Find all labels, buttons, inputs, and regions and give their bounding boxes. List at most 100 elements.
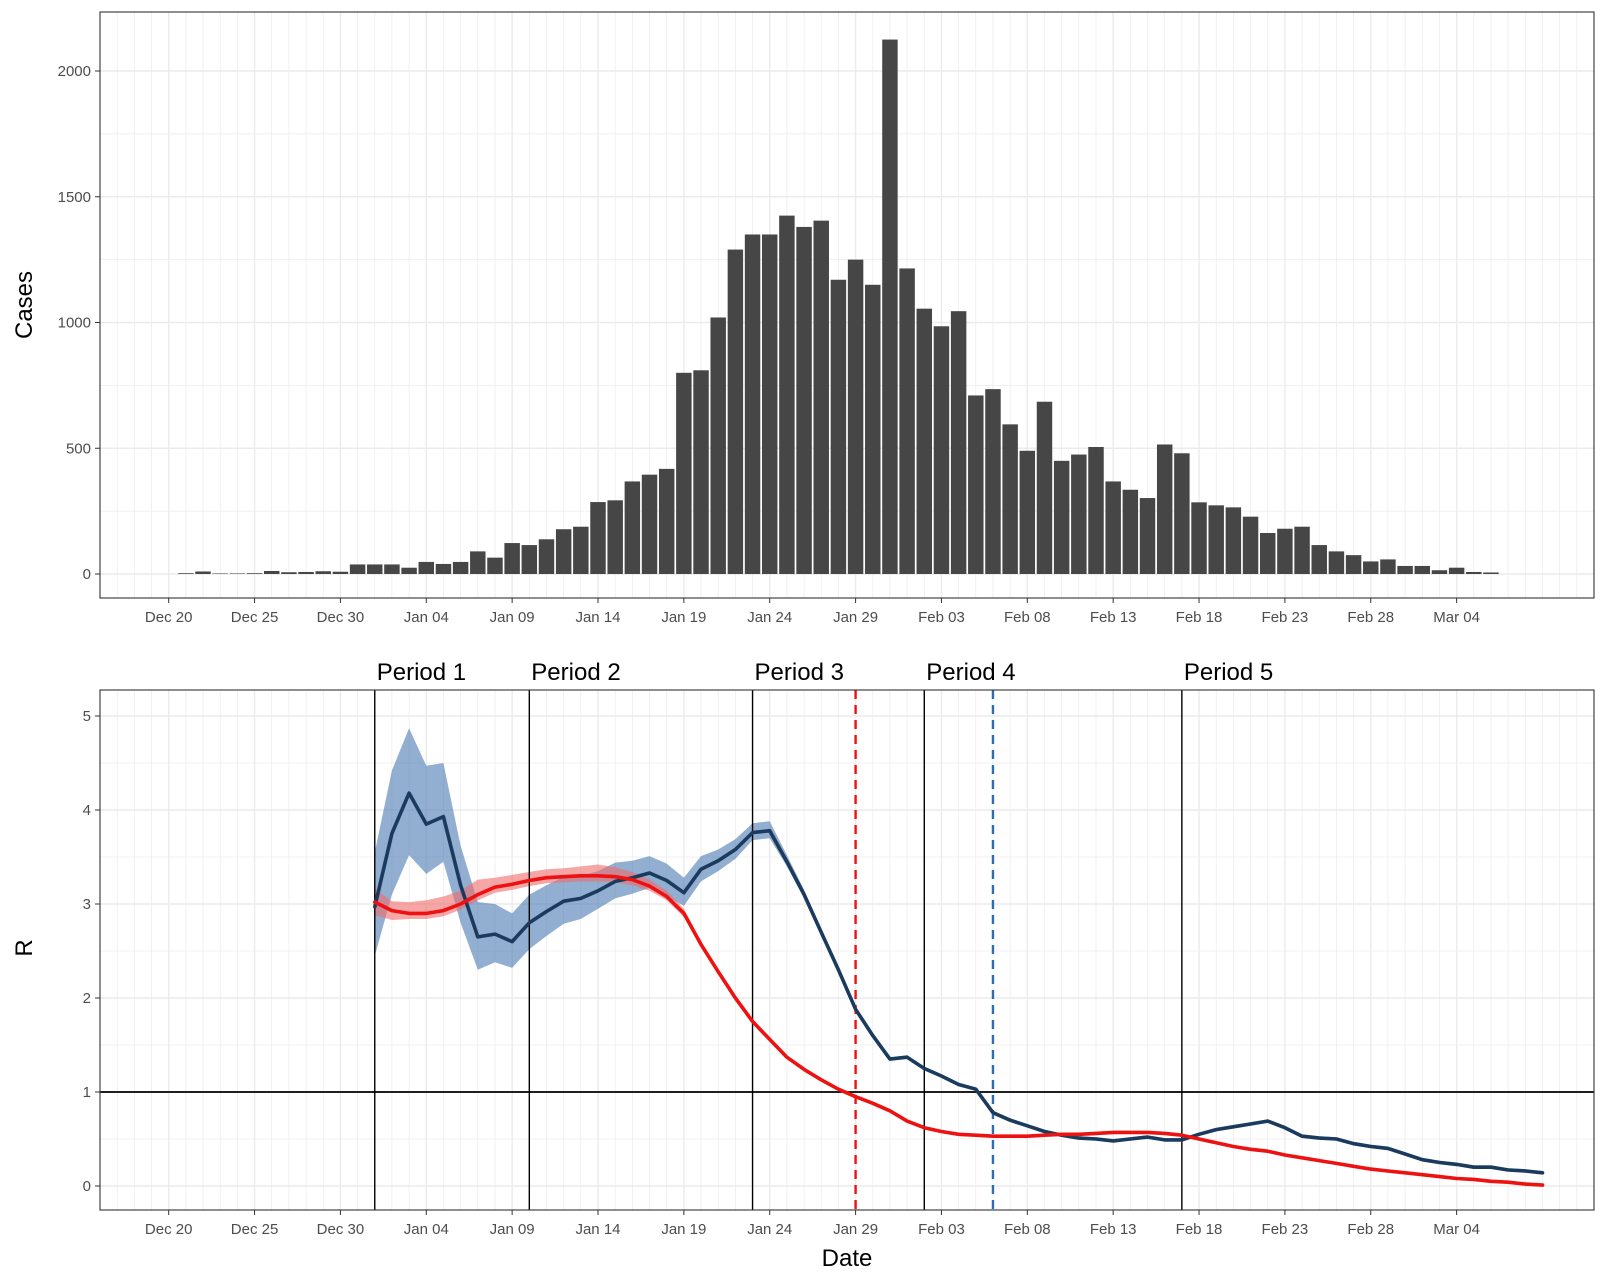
cases-plot-border	[99, 11, 1595, 599]
case-bar	[1259, 533, 1276, 574]
x-tick-label: Dec 25	[231, 609, 279, 626]
case-bar	[744, 234, 761, 574]
case-bar	[796, 226, 812, 574]
case-bar	[401, 567, 417, 574]
x-tick-label: Dec 30	[317, 609, 365, 626]
x-tick-label: Dec 25	[231, 1221, 279, 1238]
case-bar	[968, 395, 984, 574]
case-bar	[658, 468, 675, 574]
case-bar	[1105, 481, 1121, 574]
case-bar	[1448, 567, 1465, 574]
x-tick-label: Feb 28	[1347, 1221, 1394, 1238]
case-bar	[1053, 460, 1070, 574]
period-label: Period 4	[926, 659, 1015, 686]
r-series-line	[372, 791, 1545, 1175]
case-bar	[452, 561, 469, 574]
period-label: Period 2	[531, 659, 620, 686]
case-bar	[384, 564, 400, 574]
case-bar	[315, 571, 331, 574]
y-tick-label: 1000	[58, 315, 91, 332]
case-bar	[830, 279, 847, 574]
case-bar	[349, 564, 366, 574]
case-bar	[1242, 516, 1259, 574]
case-bar	[641, 474, 658, 574]
y-tick-label: 4	[83, 802, 91, 819]
case-bar	[1483, 572, 1499, 574]
x-tick-label: Jan 24	[747, 1221, 792, 1238]
case-bar	[1156, 444, 1173, 574]
x-tick-label: Jan 09	[490, 609, 535, 626]
case-bar	[212, 573, 228, 574]
case-bar	[555, 529, 572, 574]
case-bar	[727, 249, 744, 574]
x-tick-label: Feb 13	[1090, 1221, 1137, 1238]
x-tick-label: Jan 29	[833, 609, 878, 626]
case-bar	[573, 526, 589, 574]
cases-bars	[178, 39, 1499, 575]
cases-panel: 0 500 1000 1500 2000 Dec 20 Dec 25 Dec 30 Jan 0…	[11, 11, 1595, 626]
period-labels: Period 1 Period 2 Period 3 Period 4 Period 5	[377, 659, 1273, 686]
x-tick-label: Feb 23	[1262, 609, 1309, 626]
x-tick-label: Jan 29	[833, 1221, 878, 1238]
x-tick-label: Jan 14	[575, 1221, 620, 1238]
case-bar	[1328, 551, 1345, 574]
case-bar	[624, 481, 641, 574]
r-x-axis: Dec 20 Dec 25 Dec 30 Jan 04 Jan 09 Jan 14 Jan …	[145, 1210, 1480, 1238]
cases-plot-background	[100, 12, 1594, 598]
case-bar	[761, 234, 778, 574]
y-tick-label: 1500	[58, 189, 91, 206]
y-tick-label: 0	[83, 1178, 91, 1195]
case-bar	[676, 372, 692, 574]
case-bar	[1466, 571, 1482, 574]
x-tick-label: Jan 19	[661, 1221, 706, 1238]
case-bar	[590, 502, 606, 574]
x-tick-label: Jan 14	[575, 609, 620, 626]
x-tick-label: Jan 24	[747, 609, 792, 626]
case-bar	[1345, 555, 1362, 574]
case-bar	[899, 268, 915, 574]
y-tick-label: 5	[83, 708, 91, 725]
x-tick-label: Feb 03	[918, 1221, 965, 1238]
case-bar	[367, 564, 383, 574]
x-tick-label: Feb 18	[1176, 1221, 1223, 1238]
r-panel: Period 1 Period 2 Period 3 Period 4 Period 5…	[11, 659, 1595, 1272]
case-bar	[487, 557, 503, 574]
case-bar	[779, 215, 795, 575]
case-bar	[435, 563, 452, 574]
case-bar	[281, 572, 297, 574]
y-tick-label: 0	[83, 566, 91, 583]
case-bar	[1019, 450, 1036, 574]
period-label: Period 5	[1184, 659, 1273, 686]
case-bar	[1036, 401, 1053, 574]
case-bar	[298, 571, 314, 574]
case-bar	[1225, 507, 1242, 574]
case-bar	[847, 259, 864, 574]
x-tick-label: Feb 03	[918, 609, 965, 626]
x-tick-label: Jan 04	[404, 1221, 449, 1238]
case-bar	[1311, 545, 1327, 574]
case-bar	[1277, 528, 1293, 574]
case-bar	[882, 39, 898, 574]
case-bar	[1380, 559, 1396, 574]
case-bar	[710, 317, 726, 574]
case-bar	[178, 573, 194, 574]
x-tick-label: Feb 18	[1176, 609, 1223, 626]
r-plot-background	[100, 690, 1594, 1210]
x-tick-label: Mar 04	[1433, 1221, 1480, 1238]
case-bar	[1397, 565, 1413, 574]
cases-y-axis-title: Cases	[11, 271, 38, 339]
case-bar	[1174, 453, 1190, 574]
r-series-line	[372, 873, 1545, 1187]
period-label: Period 1	[377, 659, 466, 686]
case-bar	[1002, 424, 1018, 574]
y-tick-label: 2000	[58, 63, 91, 80]
case-bar	[813, 220, 829, 574]
case-bar	[246, 573, 263, 574]
x-tick-label: Mar 04	[1433, 609, 1480, 626]
r-x-axis-title: Date	[822, 1245, 873, 1272]
case-bar	[332, 571, 349, 574]
case-bar	[1071, 454, 1087, 574]
x-tick-label: Feb 23	[1262, 1221, 1309, 1238]
y-tick-label: 3	[83, 896, 91, 913]
